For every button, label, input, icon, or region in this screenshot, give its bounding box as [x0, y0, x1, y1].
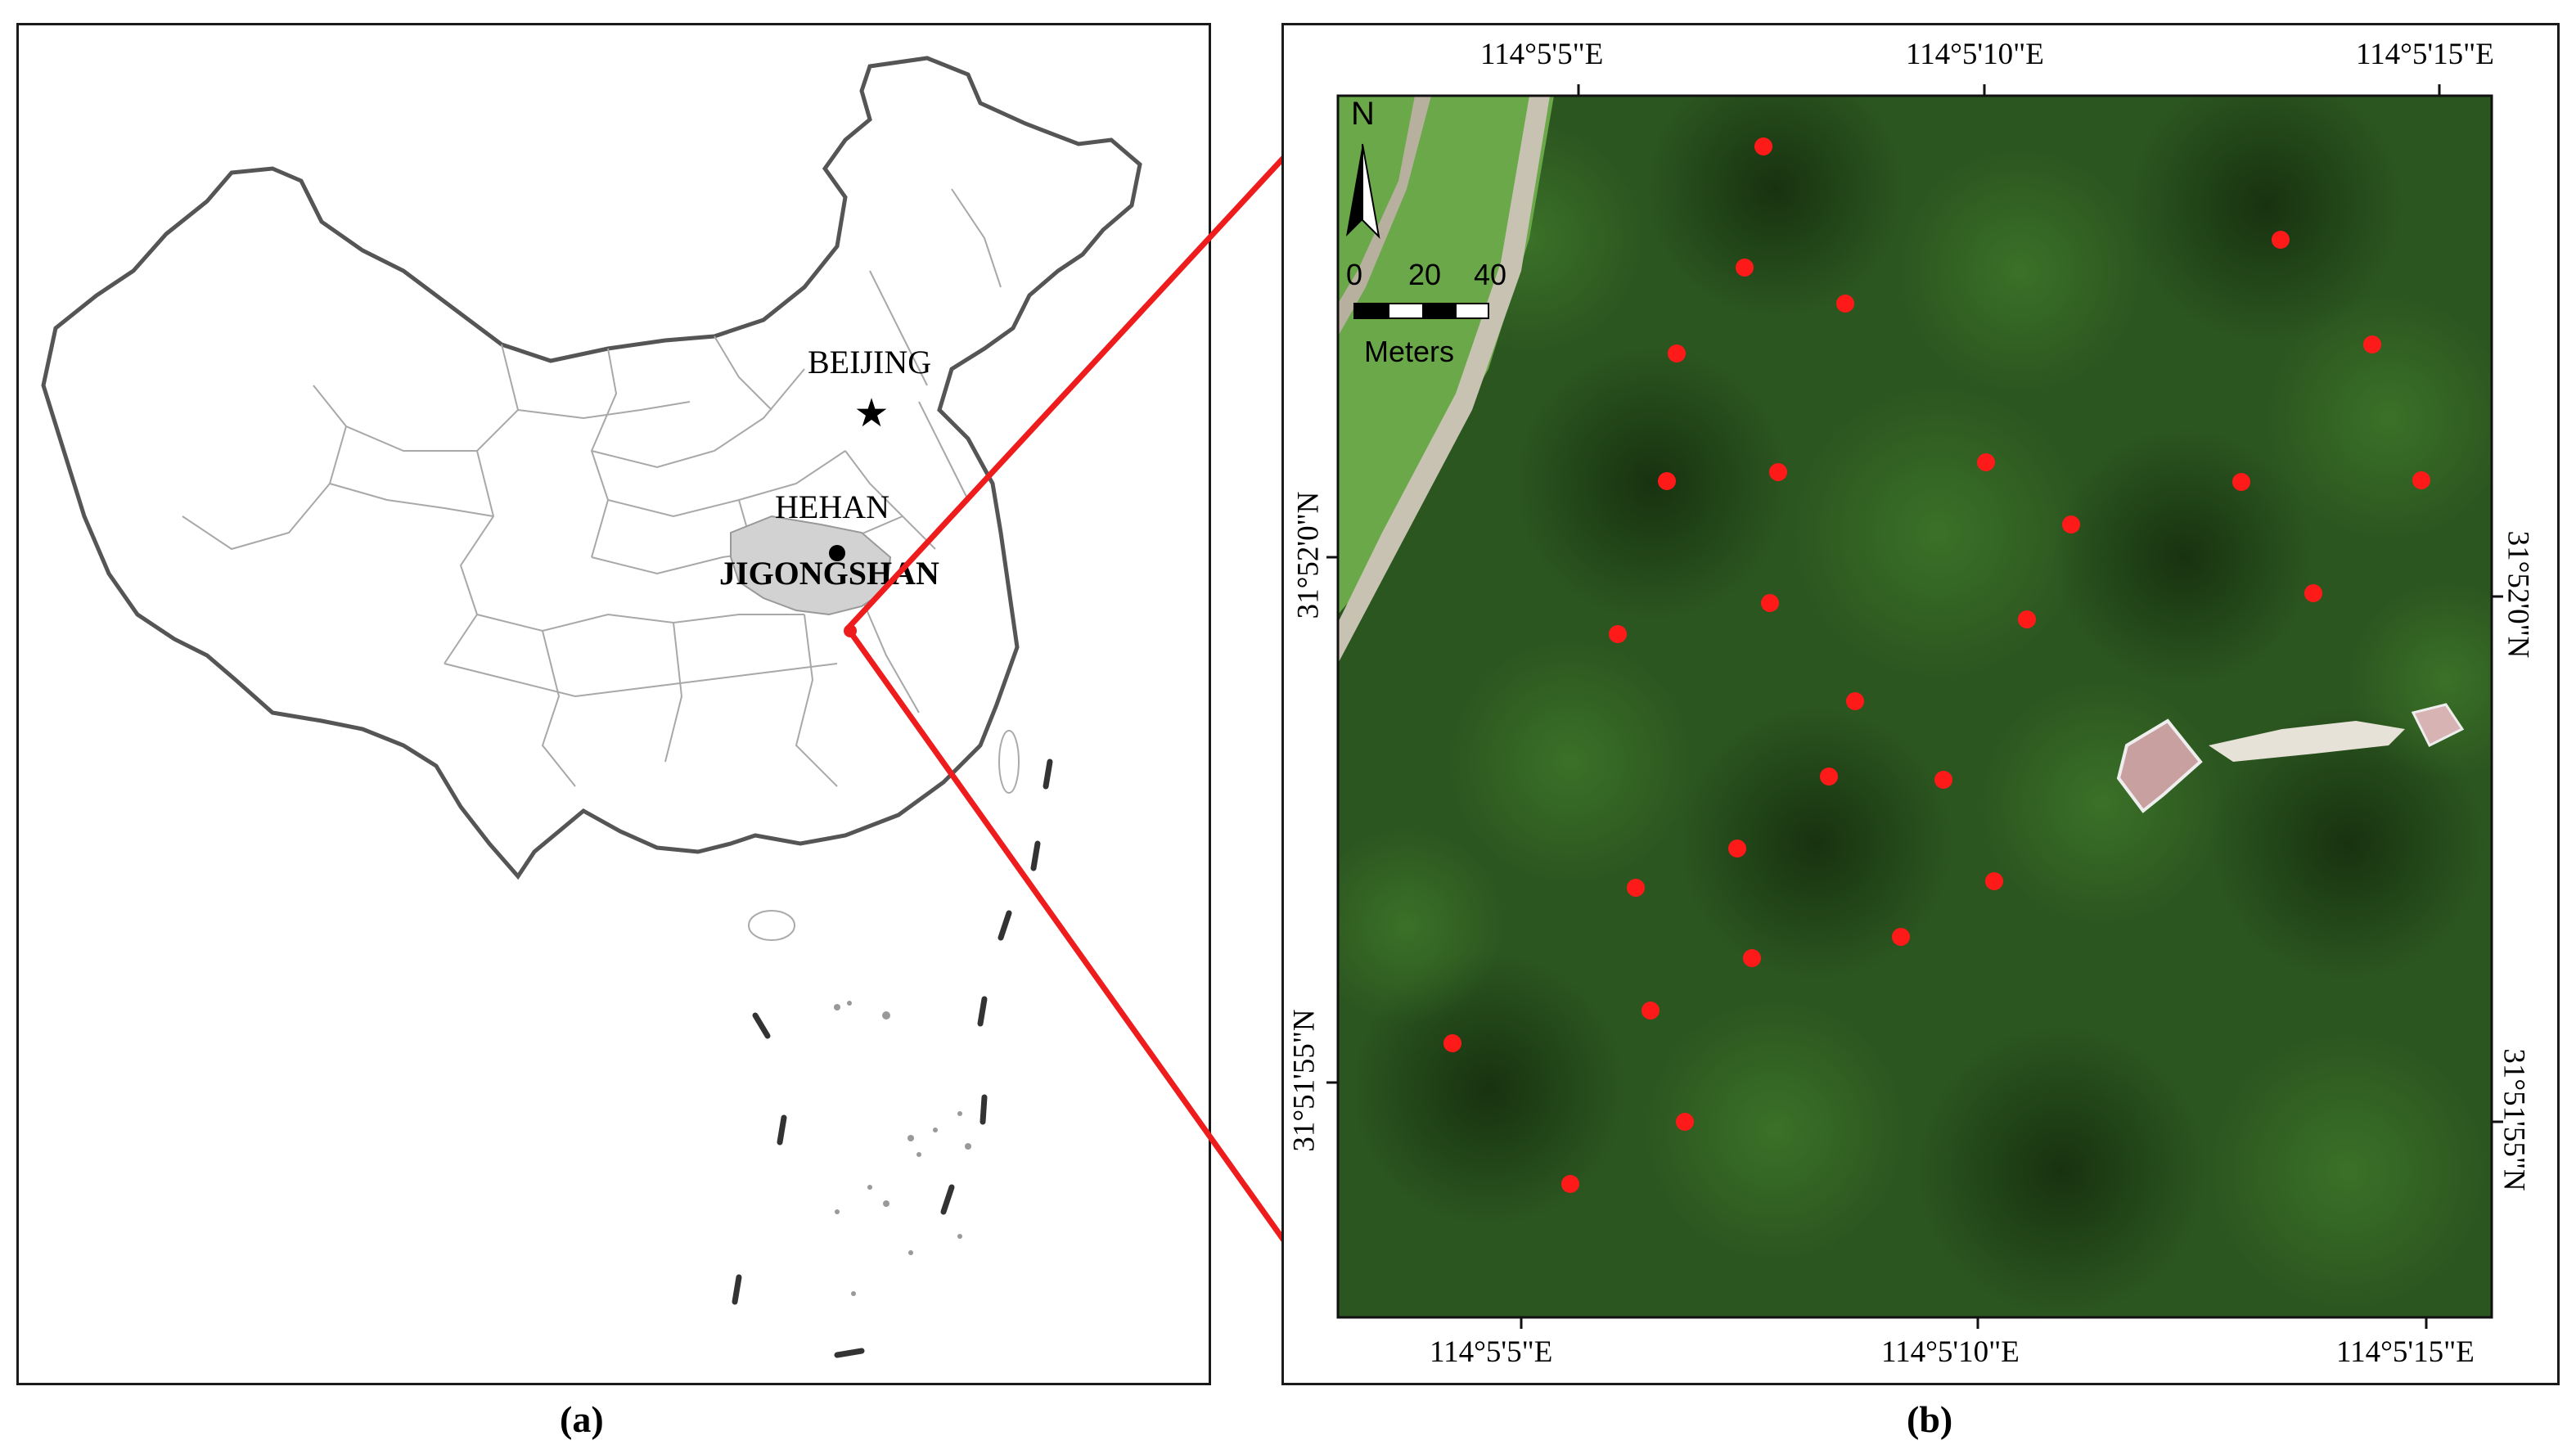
right-lat-tick-1: 31°52'0"N [2501, 530, 2535, 659]
plot-marker [2018, 610, 2036, 628]
left-lat-tick-1: 31°52'0"N [1291, 491, 1326, 619]
scale-unit-label: Meters [1364, 335, 1455, 368]
forest-canopy-image [1338, 96, 2492, 1317]
plot-marker [1736, 259, 1754, 277]
plot-marker [1977, 453, 1995, 471]
plot-marker [1761, 594, 1779, 612]
image-border [1336, 94, 2493, 1319]
nine-dash-line [732, 759, 1053, 1358]
plot-marker [1668, 344, 1686, 362]
scale-tick-0: 0 [1346, 258, 1363, 291]
top-lon-tick-3: 114°5'15"E [2356, 38, 2494, 71]
right-lat-tick-2: 31°51'55"N [2497, 1048, 2531, 1191]
caption-a: (a) [560, 1398, 604, 1440]
plot-marker [2304, 584, 2322, 602]
top-lon-tick-1: 114°5'5"E [1480, 38, 1604, 71]
aerial-image-frame [1326, 84, 2503, 1329]
plot-marker [1658, 472, 1676, 490]
plot-marker [1627, 879, 1645, 897]
plot-marker [1934, 771, 1952, 789]
buildings [2116, 703, 2465, 813]
plot-marker [2232, 473, 2250, 491]
china-outline-map: ★ [41, 56, 1142, 1358]
caption-b: (b) [1907, 1398, 1953, 1440]
plot-marker [2412, 471, 2430, 489]
plot-marker [1728, 840, 1746, 858]
scale-tick-40: 40 [1474, 258, 1507, 291]
plot-markers [1443, 137, 2430, 1193]
path [1338, 96, 1431, 336]
plot-marker [1836, 295, 1854, 313]
plot-marker [2062, 515, 2080, 533]
edge-ticks [1326, 84, 2503, 1329]
top-lon-tick-2: 114°5'10"E [1906, 38, 2044, 71]
plot-marker [1676, 1113, 1694, 1131]
plot-marker [1769, 463, 1787, 481]
plot-marker [2272, 231, 2290, 249]
plot-marker [1609, 625, 1627, 643]
scale-bar-icon [1353, 303, 1489, 319]
plot-marker [1754, 137, 1772, 155]
plot-marker [1561, 1175, 1579, 1193]
bottom-lon-tick-1: 114°5'5"E [1430, 1335, 1553, 1369]
plot-marker [1443, 1034, 1461, 1052]
plot-marker [2363, 335, 2381, 353]
country-outline [41, 56, 1142, 880]
bottom-lon-tick-2: 114°5'10"E [1881, 1335, 2020, 1369]
jigongshan-label: JIGONGSHAN [719, 555, 939, 592]
plot-marker [1743, 949, 1761, 967]
plot-marker [1642, 1002, 1660, 1020]
overview-map-panel: ★ BEIJING HEHAN JIGONGSHAN [16, 23, 1211, 1385]
road [1338, 96, 1550, 664]
henan-label: HEHAN [775, 488, 889, 525]
bottom-lon-tick-3: 114°5'15"E [2336, 1335, 2475, 1369]
beijing-star-icon: ★ [853, 390, 889, 436]
plot-marker [1820, 768, 1838, 786]
beijing-label: BEIJING [808, 344, 932, 380]
plot-marker [1985, 872, 2003, 890]
scale-tick-20: 20 [1408, 258, 1442, 291]
left-lat-tick-2: 31°51'55"N [1287, 1009, 1322, 1152]
grass-strip [1338, 96, 1554, 614]
plot-marker [1846, 692, 1864, 710]
plot-marker [1892, 928, 1910, 946]
henan-point-icon [829, 545, 845, 561]
study-area-panel: N 0 20 40 Meters 114°5'5"E 114°5'10"E 11… [1281, 23, 2560, 1385]
north-label: N [1351, 96, 1375, 132]
jigongshan-site-icon [844, 624, 857, 637]
south-sea-islets [834, 1001, 971, 1296]
north-arrow-icon [1346, 143, 1380, 239]
